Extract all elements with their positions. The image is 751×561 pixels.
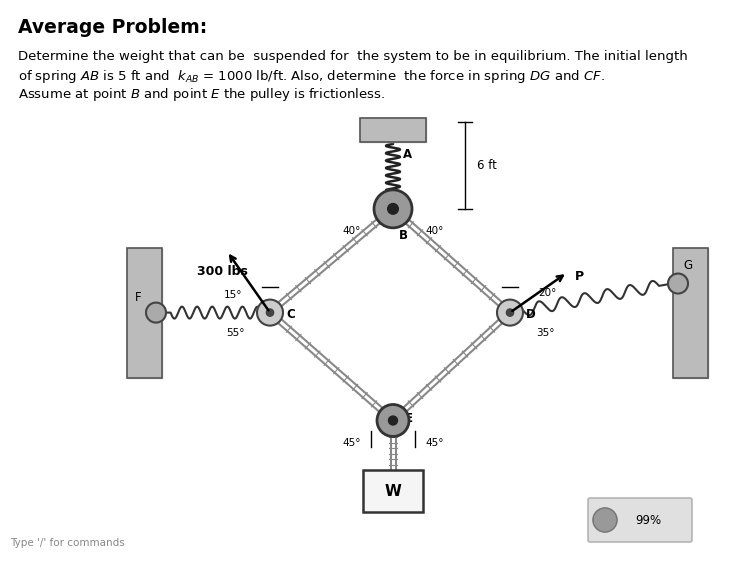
Text: P: P — [575, 270, 584, 283]
Circle shape — [377, 404, 409, 436]
Text: 40°: 40° — [342, 226, 361, 236]
Text: 300 lbs: 300 lbs — [197, 265, 247, 278]
Text: 40°: 40° — [425, 226, 443, 236]
Circle shape — [506, 309, 514, 316]
Text: 45°: 45° — [342, 438, 361, 448]
Circle shape — [388, 204, 398, 214]
Bar — [363, 470, 423, 512]
Bar — [360, 118, 426, 142]
Bar — [126, 247, 161, 378]
Text: Determine the weight that can be  suspended for  the system to be in equilibrium: Determine the weight that can be suspend… — [18, 50, 688, 63]
Bar — [126, 247, 161, 378]
Text: Assume at point $B$ and point $E$ the pulley is frictionless.: Assume at point $B$ and point $E$ the pu… — [18, 86, 385, 103]
Text: 6 ft: 6 ft — [477, 159, 497, 172]
Text: A: A — [403, 148, 412, 162]
Text: 20°: 20° — [538, 288, 556, 297]
Text: 35°: 35° — [536, 328, 554, 338]
Text: D: D — [526, 308, 535, 321]
Bar — [363, 470, 423, 512]
Circle shape — [374, 190, 412, 228]
Circle shape — [146, 302, 166, 323]
Bar — [360, 118, 426, 142]
Circle shape — [267, 309, 273, 316]
Text: E: E — [405, 412, 413, 425]
Text: 15°: 15° — [224, 289, 242, 300]
Circle shape — [497, 300, 523, 325]
FancyBboxPatch shape — [588, 498, 692, 542]
Text: B: B — [399, 229, 408, 242]
Circle shape — [668, 274, 688, 293]
Text: C: C — [286, 308, 294, 321]
Text: of spring $AB$ is 5 ft and  $k_{AB}$ = 1000 lb/ft. Also, determine  the force in: of spring $AB$ is 5 ft and $k_{AB}$ = 10… — [18, 68, 605, 85]
Text: Average Problem:: Average Problem: — [18, 18, 207, 37]
Text: 55°: 55° — [227, 328, 245, 338]
Text: 45°: 45° — [425, 438, 444, 448]
Text: F: F — [134, 291, 141, 304]
Bar — [672, 247, 707, 378]
Circle shape — [257, 300, 283, 325]
Text: W: W — [385, 484, 402, 499]
Circle shape — [593, 508, 617, 532]
Circle shape — [388, 416, 397, 425]
Bar — [672, 247, 707, 378]
Text: Type '/' for commands: Type '/' for commands — [10, 538, 125, 548]
Text: G: G — [683, 259, 692, 272]
Text: 99%: 99% — [635, 513, 661, 527]
